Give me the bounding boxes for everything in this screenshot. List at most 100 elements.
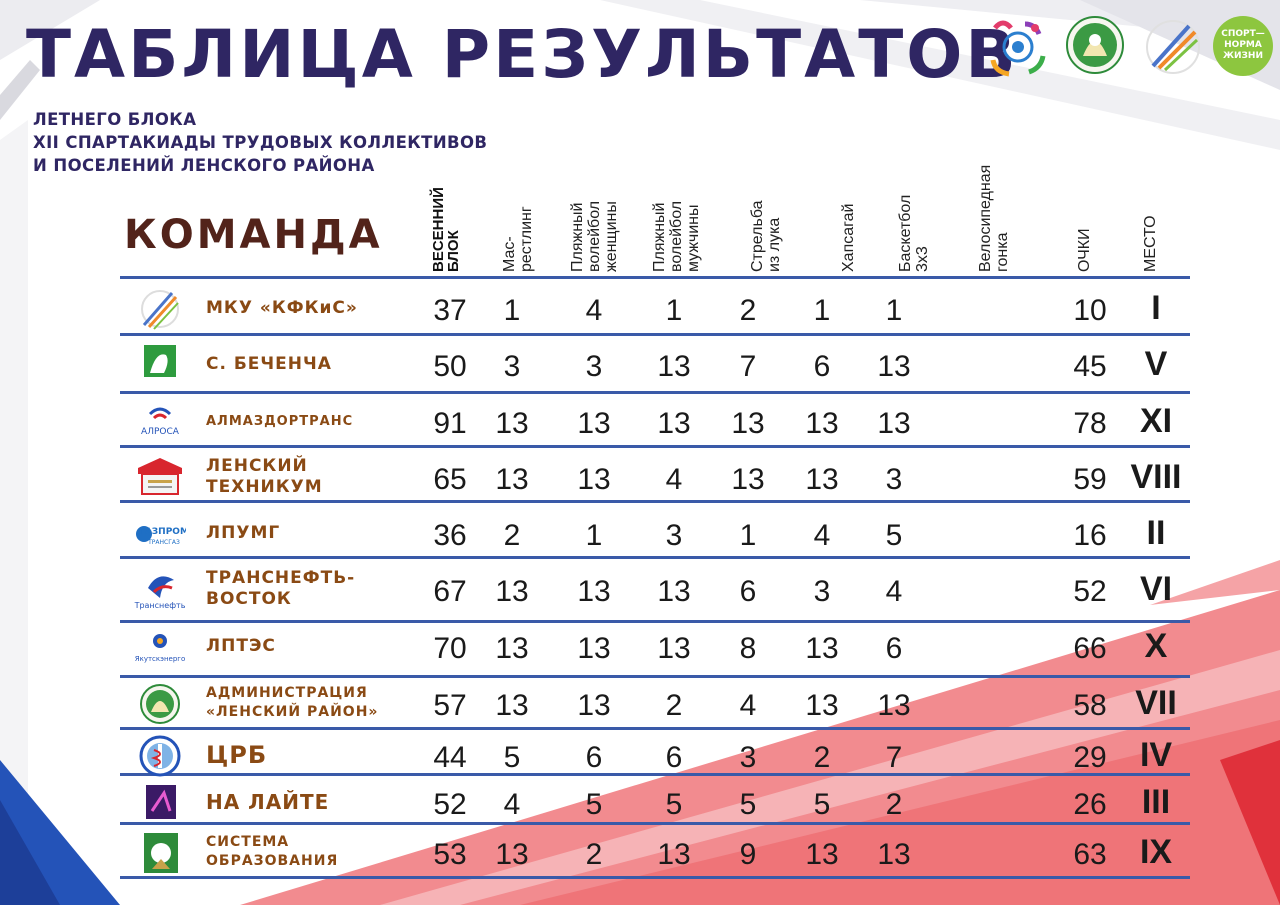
- place-rank: V: [1144, 345, 1168, 383]
- event-score: 6: [885, 632, 903, 665]
- total-points: 59: [1073, 463, 1107, 496]
- team-name: ЛЕНСКИЙ ТЕХНИКУМ: [206, 451, 323, 503]
- event-score: 2: [885, 788, 903, 821]
- page-title: ТАБЛИЦА РЕЗУЛЬТАТОВ: [26, 16, 1019, 93]
- event-score: 13: [657, 350, 691, 383]
- event-score: 1: [813, 294, 831, 327]
- column-header-line: мужчины: [684, 204, 702, 273]
- year-of-health-logo: [990, 20, 1046, 77]
- team-name-line: АЛМАЗДОРТРАНС: [206, 413, 354, 429]
- row-divider: [120, 876, 1190, 879]
- event-score: 13: [577, 463, 611, 496]
- subtitle: ЛЕТНЕГО БЛОКА XII СПАРТАКИАДЫ ТРУДОВЫХ К…: [33, 108, 487, 177]
- column-header-line: волейбол: [585, 200, 603, 272]
- place-rank: II: [1146, 514, 1166, 552]
- total-points: 58: [1073, 689, 1107, 722]
- svg-text:СПОРТ—: СПОРТ—: [1221, 29, 1265, 39]
- column-header-label: Хапсагай: [840, 204, 857, 272]
- technikum-logo: [138, 458, 182, 495]
- place-rank: VII: [1135, 684, 1177, 722]
- total-points: 63: [1073, 838, 1107, 871]
- table-row: Якутскэнерго ЛПТЭС 70 13 13 13 8 13 6 66 X: [120, 620, 1190, 676]
- event-score: 13: [495, 689, 529, 722]
- total-points: 29: [1073, 741, 1107, 774]
- event-score: 2: [503, 519, 521, 552]
- column-header-line: ВЕСЕННИЙ: [430, 187, 447, 272]
- event-score: 3: [585, 350, 603, 383]
- spring-block-score: 91: [433, 407, 467, 440]
- event-score: [940, 620, 1000, 678]
- table-row: ГАЗПРОМ ТРАНСГАЗ ЛПУМГ 36 2 1 3 1 4 5 16 II: [120, 507, 1190, 563]
- bechencha-coat-icon: [144, 345, 176, 385]
- transneft-logo: Транснефть: [134, 576, 186, 610]
- event-score: 2: [739, 294, 757, 327]
- row-divider: [120, 500, 1190, 503]
- table-row: НА ЛАЙТЕ 52 4 5 5 5 5 2 26 III: [120, 776, 1190, 832]
- subtitle-line: ЛЕТНЕГО БЛОКА: [33, 110, 197, 129]
- event-score: 6: [739, 575, 757, 608]
- column-header-label: ОЧКИ: [1076, 228, 1093, 272]
- event-score: [940, 451, 1000, 509]
- place-rank: XI: [1139, 402, 1173, 440]
- svg-text:Якутскэнерго: Якутскэнерго: [135, 655, 186, 663]
- column-header-label: Пляжный волейбол женщины: [569, 201, 620, 272]
- spring-block-score: 50: [433, 350, 467, 383]
- event-score: [940, 338, 1000, 396]
- table-row: МКУ «КФКиС» 37 1 4 1 2 1 1 10 I: [120, 282, 1190, 338]
- column-header-label: Пляжный волейбол мужчины: [651, 201, 702, 272]
- place-rank: IV: [1139, 736, 1173, 774]
- team-name-line: ОБРАЗОВАНИЯ: [206, 853, 339, 869]
- event-score: 5: [885, 519, 903, 552]
- event-score: 2: [665, 689, 683, 722]
- row-divider: [120, 822, 1190, 825]
- event-score: 13: [495, 632, 529, 665]
- column-header-line: БЛОК: [445, 230, 462, 272]
- column-header-label: Стрельба из лука: [749, 200, 783, 272]
- row-divider: [120, 276, 1190, 279]
- table-row: С. БЕЧЕНЧА 50 3 3 13 7 6 13 45 V: [120, 338, 1190, 394]
- event-score: 13: [577, 632, 611, 665]
- team-name: ЛПУМГ: [206, 507, 280, 559]
- team-name-line: НА ЛАЙТЕ: [206, 790, 330, 814]
- table-row: ЛЕНСКИЙ ТЕХНИКУМ 65 13 13 4 13 13 3 59 VIII: [120, 451, 1190, 507]
- place-rank: VIII: [1130, 458, 1182, 496]
- column-header-label: Баскетбол 3х3: [897, 195, 931, 272]
- column-header-line: Мас-: [501, 236, 518, 272]
- kfkis-sport-logo: [1146, 20, 1200, 74]
- event-score: 13: [657, 632, 691, 665]
- event-score: 13: [731, 463, 765, 496]
- table-row: Транснефть ТРАНСНЕФТЬ- ВОСТОК 67 13 13 13 6 3 4 52…: [120, 563, 1190, 619]
- event-score: 13: [805, 407, 839, 440]
- team-name-line: АДМИНИСТРАЦИЯ: [206, 685, 368, 701]
- place-rank: VI: [1139, 570, 1173, 608]
- event-score: 13: [657, 575, 691, 608]
- event-score: 5: [585, 788, 603, 821]
- row-divider: [120, 391, 1190, 394]
- spring-block-score: 52: [433, 788, 467, 821]
- event-score: 1: [585, 519, 603, 552]
- team-name-line: ЛПУМГ: [206, 522, 281, 543]
- team-name: АЛМАЗДОРТРАНС: [206, 395, 353, 447]
- column-header-line: Велосипедная: [977, 164, 994, 272]
- education-logo: [144, 833, 178, 873]
- row-divider: [120, 727, 1190, 730]
- column-header-line: Пляжный: [650, 202, 668, 272]
- spring-block-score: 67: [433, 575, 467, 608]
- event-score: 7: [885, 741, 903, 774]
- event-score: [940, 677, 1000, 735]
- event-score: 13: [805, 838, 839, 871]
- lensk-admin-logo: [140, 684, 180, 724]
- column-header-line: 3х3: [914, 246, 931, 272]
- spring-block-score: 53: [433, 838, 467, 871]
- event-score: [940, 563, 1000, 621]
- team-name-line: ЛЕНСКИЙ: [206, 456, 308, 476]
- total-points: 26: [1073, 788, 1107, 821]
- event-score: 13: [877, 350, 911, 383]
- total-points: 45: [1073, 350, 1107, 383]
- row-divider: [120, 556, 1190, 559]
- column-header-line: женщины: [602, 201, 620, 272]
- event-score: 3: [503, 350, 521, 383]
- event-score: 13: [805, 689, 839, 722]
- crb-logo: [139, 735, 181, 777]
